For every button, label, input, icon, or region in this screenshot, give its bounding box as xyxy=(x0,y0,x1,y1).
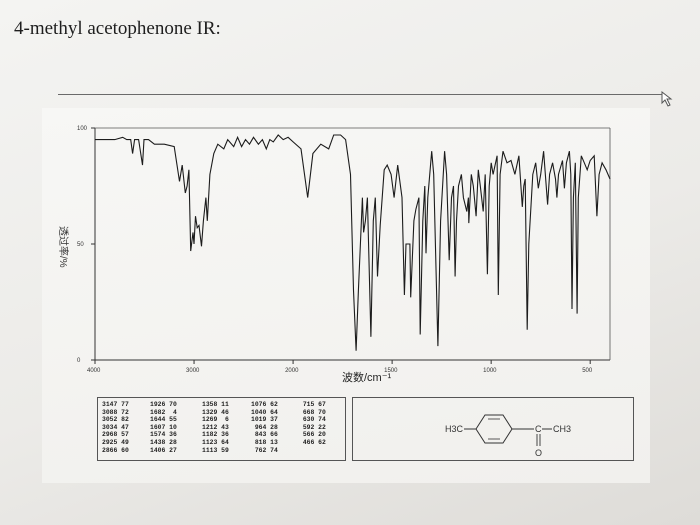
peak-table-column-3: 1358 11 1329 46 1269 6 1212 43 1182 36 1… xyxy=(202,401,229,454)
methyl-group-left: H3C xyxy=(445,424,464,434)
carbonyl-oxygen: O xyxy=(535,448,542,458)
y-axis-label: 透过率/% xyxy=(57,226,70,268)
divider-line xyxy=(58,94,664,95)
y-tick-label: 100 xyxy=(77,126,88,132)
peak-table-column-2: 1926 70 1682 4 1644 55 1607 10 1574 36 1… xyxy=(150,401,177,454)
spectrum-series-line xyxy=(95,135,610,351)
question-title: 4-methyl acetophenone IR: xyxy=(14,18,221,40)
peak-table-column-1: 3147 77 3088 72 3052 82 3034 47 2968 57 … xyxy=(102,401,129,454)
peak-table-column-4: 1076 62 1040 64 1019 37 964 28 843 66 81… xyxy=(251,401,278,454)
ir-spectrum-chart: 40003000200015001000500100500 波数/cm⁻¹ 透过… xyxy=(42,108,650,388)
mouse-cursor-icon xyxy=(660,90,676,108)
x-axis-label: 波数/cm⁻¹ xyxy=(342,371,392,384)
methyl-group-right: CH3 xyxy=(553,424,571,434)
x-tick-label: 3000 xyxy=(186,368,200,374)
carbonyl-carbon: C xyxy=(535,424,542,434)
peak-table: 3147 77 3088 72 3052 82 3034 47 2968 57 … xyxy=(97,397,346,461)
x-tick-label: 1000 xyxy=(483,368,497,374)
structure-drawing: H3C C CH3 O xyxy=(353,398,633,460)
x-tick-label: 2000 xyxy=(285,368,299,374)
ir-spectrum-sheet: 40003000200015001000500100500 波数/cm⁻¹ 透过… xyxy=(42,108,650,483)
y-tick-label: 0 xyxy=(77,358,81,364)
structure-box: H3C C CH3 O xyxy=(352,397,634,461)
y-tick-label: 50 xyxy=(77,242,84,248)
x-tick-label: 500 xyxy=(582,368,593,374)
x-tick-label: 4000 xyxy=(87,368,101,374)
peak-table-column-5: 715 67 668 70 630 74 592 22 566 20 466 6… xyxy=(299,401,326,447)
